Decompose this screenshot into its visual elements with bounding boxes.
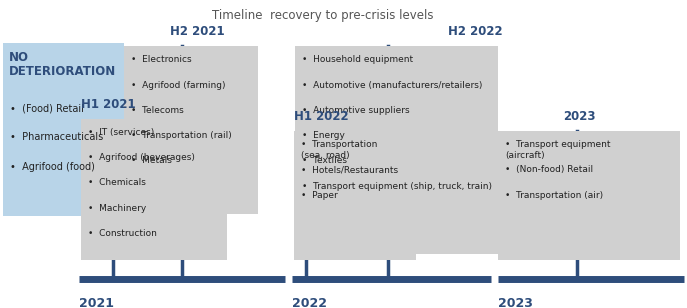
Text: •  Electronics: • Electronics [131, 55, 191, 64]
Text: •  Textiles: • Textiles [302, 156, 348, 165]
Text: •  Automotive suppliers: • Automotive suppliers [302, 106, 410, 115]
Text: NO
DETERIORATION: NO DETERIORATION [9, 51, 116, 78]
Text: •  Paper: • Paper [301, 191, 337, 200]
FancyBboxPatch shape [124, 46, 258, 214]
Text: •  Transport equipment (ship, truck, train): • Transport equipment (ship, truck, trai… [302, 182, 493, 191]
Text: H2 2021: H2 2021 [170, 26, 225, 38]
FancyBboxPatch shape [295, 46, 498, 254]
Text: •  Transportation (air): • Transportation (air) [505, 191, 603, 200]
Text: •  Energy: • Energy [302, 131, 345, 140]
Text: H1 2022: H1 2022 [294, 110, 349, 123]
Text: •  Metals: • Metals [131, 156, 171, 165]
Text: •  Telecoms: • Telecoms [131, 106, 183, 115]
Text: •  (Food) Retail: • (Food) Retail [10, 103, 85, 113]
Text: H2 2022: H2 2022 [448, 26, 503, 38]
Text: 2023: 2023 [498, 297, 533, 308]
Text: •  Transport equipment
(aircraft): • Transport equipment (aircraft) [505, 140, 611, 160]
FancyBboxPatch shape [294, 131, 416, 260]
FancyBboxPatch shape [81, 119, 227, 260]
Text: •  Chemicals: • Chemicals [88, 178, 146, 187]
Text: 2021: 2021 [79, 297, 114, 308]
FancyBboxPatch shape [498, 131, 680, 260]
Text: •  Construction: • Construction [88, 229, 157, 238]
Text: •  Agrifood (beverages): • Agrifood (beverages) [88, 153, 195, 162]
FancyBboxPatch shape [3, 43, 124, 216]
Text: •  Machinery: • Machinery [88, 204, 146, 213]
Text: •  Transportation
(sea, road): • Transportation (sea, road) [301, 140, 377, 160]
Text: 2023: 2023 [563, 110, 596, 123]
Text: •  Pharmaceuticals: • Pharmaceuticals [10, 132, 104, 142]
Text: •  Transportation (rail): • Transportation (rail) [131, 131, 232, 140]
Text: •  Household equipment: • Household equipment [302, 55, 414, 64]
Text: •  (Non-food) Retail: • (Non-food) Retail [505, 165, 593, 174]
Text: 2022: 2022 [292, 297, 327, 308]
Text: •  Agrifood (food): • Agrifood (food) [10, 162, 95, 172]
Text: H1 2021: H1 2021 [81, 98, 136, 111]
Text: Timeline  recovery to pre-crisis levels: Timeline recovery to pre-crisis levels [212, 9, 433, 22]
Text: •  Agrifood (farming): • Agrifood (farming) [131, 81, 225, 90]
Text: •  Automotive (manufacturers/retailers): • Automotive (manufacturers/retailers) [302, 81, 483, 90]
Text: •  IT (services): • IT (services) [88, 128, 154, 137]
Text: •  Hotels/Restaurants: • Hotels/Restaurants [301, 165, 398, 174]
